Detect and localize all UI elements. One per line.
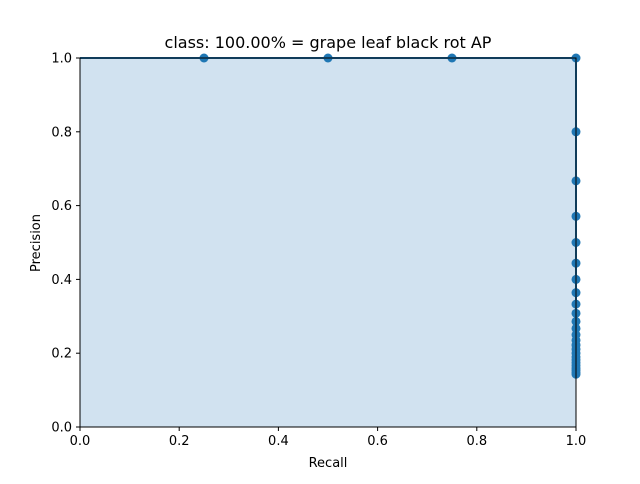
y-tick-label: 0.6 (51, 199, 72, 214)
y-tick-label: 0.2 (51, 347, 72, 362)
y-tick-label: 0.0 (51, 421, 72, 436)
y-tick-label: 1.0 (51, 52, 72, 67)
x-tick-label: 0.6 (367, 434, 388, 449)
x-tick-label: 0.8 (466, 434, 487, 449)
x-axis-label: Recall (309, 456, 348, 471)
x-tick-label: 1.0 (566, 434, 587, 449)
plot-area (80, 53, 581, 427)
axes-frame (79, 57, 577, 428)
axes: 0.0 0.2 0.4 0.6 0.8 1.0 0.0 0.2 0.4 0.6 0.8 1.0 (51, 52, 586, 450)
area-under-curve (80, 58, 576, 427)
x-tick-label: 0.2 (169, 434, 190, 449)
x-tick-label: 0.0 (70, 434, 91, 449)
x-tick-label: 0.4 (268, 434, 289, 449)
y-axis-label: Precision (29, 214, 44, 272)
y-tick-label: 0.4 (51, 273, 72, 288)
y-tick-label: 0.8 (51, 125, 72, 140)
chart-title: class: 100.00% = grape leaf black rot AP (165, 33, 492, 52)
